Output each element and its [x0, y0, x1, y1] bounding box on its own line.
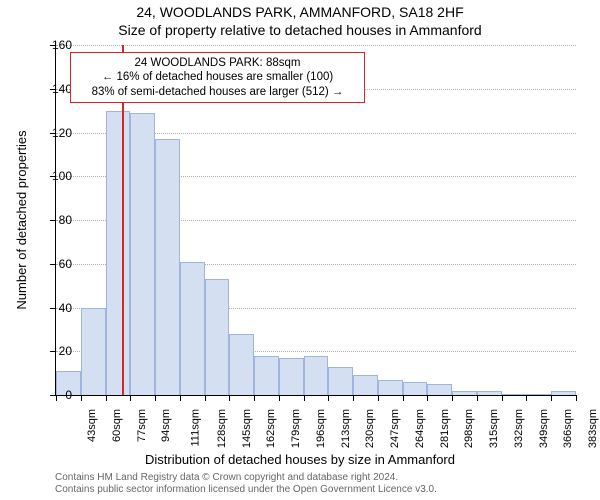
y-axis-title: Number of detached properties	[14, 130, 29, 309]
x-tick	[576, 395, 577, 401]
x-tick	[106, 395, 107, 401]
x-tick-label: 111sqm	[190, 409, 202, 447]
x-tick	[254, 395, 255, 401]
x-tick	[205, 395, 206, 401]
x-tick-label: 77sqm	[136, 409, 148, 442]
histogram-bar	[477, 391, 502, 395]
y-tick-label: 0	[42, 388, 72, 402]
infobox-line-3: 83% of semi-detached houses are larger (…	[77, 85, 358, 99]
x-tick-label: 94sqm	[160, 409, 172, 442]
x-tick-label: 213sqm	[340, 409, 352, 448]
x-tick	[353, 395, 354, 401]
x-tick	[477, 395, 478, 401]
x-tick	[403, 395, 404, 401]
histogram-bar	[229, 334, 254, 395]
x-tick	[452, 395, 453, 401]
x-tick-label: 315sqm	[488, 409, 500, 448]
histogram-bar	[205, 279, 230, 395]
histogram-bar	[328, 367, 353, 395]
histogram-bar	[551, 391, 576, 395]
x-tick-label: 349sqm	[538, 409, 550, 448]
histogram-bar	[378, 380, 403, 395]
x-axis-title: Distribution of detached houses by size …	[0, 452, 600, 467]
x-tick-label: 383sqm	[587, 409, 599, 448]
footer: Contains HM Land Registry data © Crown c…	[55, 472, 437, 496]
y-tick-label: 140	[42, 82, 72, 96]
y-tick-label: 80	[42, 213, 72, 227]
chart-title-sub: Size of property relative to detached ho…	[0, 22, 600, 38]
x-tick-label: 196sqm	[315, 409, 327, 448]
histogram-bar	[155, 139, 180, 395]
y-tick-label: 160	[42, 38, 72, 52]
x-tick	[551, 395, 552, 401]
histogram-bar	[254, 356, 279, 395]
histogram-bar	[130, 113, 155, 395]
footer-line-1: Contains HM Land Registry data © Crown c…	[55, 472, 437, 484]
x-tick	[427, 395, 428, 401]
x-tick-label: 128sqm	[216, 409, 228, 448]
x-tick-label: 366sqm	[563, 409, 575, 448]
x-tick	[304, 395, 305, 401]
footer-line-2: Contains public sector information licen…	[55, 484, 437, 496]
x-tick-label: 230sqm	[365, 409, 377, 448]
gridline	[56, 45, 576, 46]
histogram-bar	[279, 358, 304, 395]
histogram-bar	[452, 391, 477, 395]
chart-title-main: 24, WOODLANDS PARK, AMMANFORD, SA18 2HF	[0, 4, 600, 20]
x-tick-label: 179sqm	[290, 409, 302, 448]
x-tick-label: 332sqm	[513, 409, 525, 448]
x-tick	[229, 395, 230, 401]
chart-infobox: 24 WOODLANDS PARK: 88sqm ← 16% of detach…	[70, 52, 365, 103]
x-tick	[378, 395, 379, 401]
x-tick	[81, 395, 82, 401]
histogram-bar	[427, 384, 452, 395]
histogram-bar	[81, 308, 106, 396]
x-tick	[130, 395, 131, 401]
y-tick-label: 40	[42, 301, 72, 315]
histogram-bar	[526, 394, 551, 395]
x-tick-label: 247sqm	[389, 409, 401, 448]
x-tick	[502, 395, 503, 401]
x-tick	[180, 395, 181, 401]
x-tick	[328, 395, 329, 401]
histogram-bar	[353, 375, 378, 395]
x-tick-label: 281sqm	[439, 409, 451, 448]
y-tick-label: 60	[42, 257, 72, 271]
histogram-bar	[180, 262, 205, 395]
x-tick-label: 264sqm	[414, 409, 426, 448]
y-tick-label: 120	[42, 126, 72, 140]
x-tick-label: 60sqm	[111, 409, 123, 442]
histogram-bar	[403, 382, 428, 395]
x-tick	[155, 395, 156, 401]
x-tick	[526, 395, 527, 401]
histogram-bar	[502, 394, 527, 395]
x-tick-label: 145sqm	[241, 409, 253, 448]
x-tick-label: 162sqm	[265, 409, 277, 448]
x-tick	[279, 395, 280, 401]
x-tick-label: 43sqm	[86, 409, 98, 442]
y-tick-label: 100	[42, 169, 72, 183]
infobox-line-1: 24 WOODLANDS PARK: 88sqm	[77, 56, 358, 70]
histogram-bar	[304, 356, 329, 395]
x-tick-label: 298sqm	[464, 409, 476, 448]
infobox-line-2: ← 16% of detached houses are smaller (10…	[77, 70, 358, 84]
y-tick-label: 20	[42, 344, 72, 358]
histogram-bar	[106, 111, 131, 395]
